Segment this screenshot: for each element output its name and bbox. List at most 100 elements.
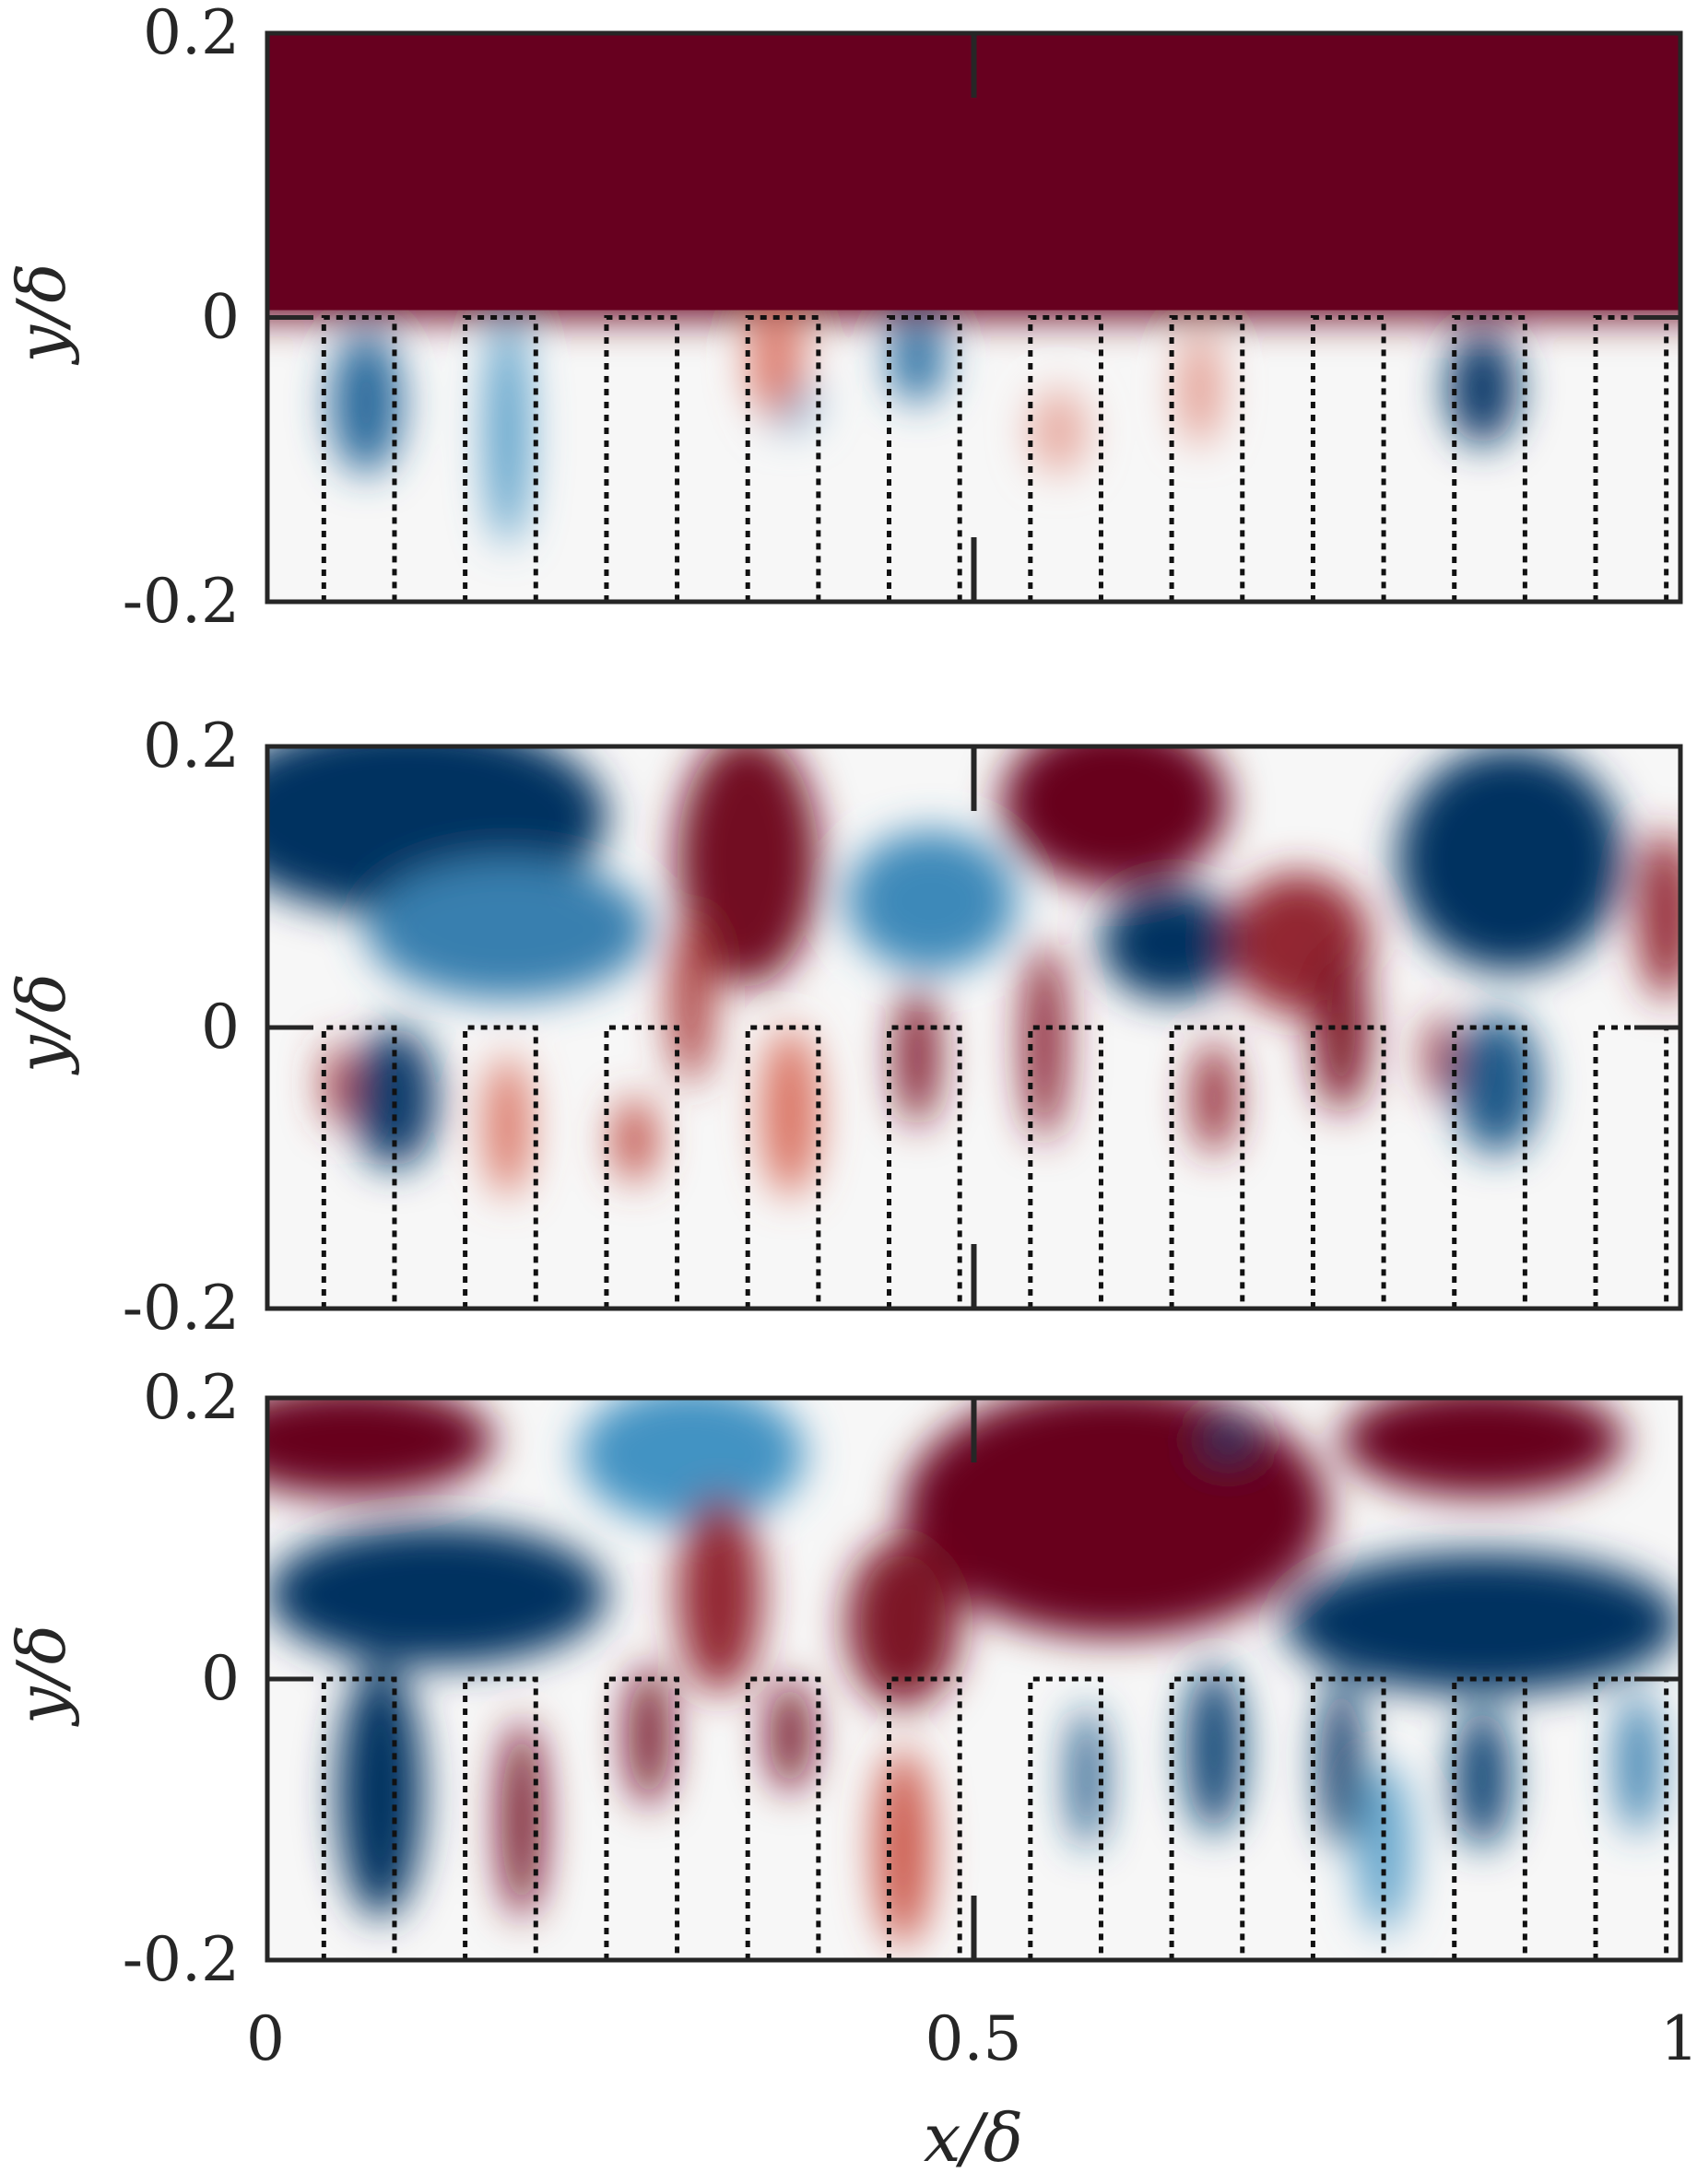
- groove-outline: [1593, 1676, 1669, 1960]
- panels-layer: 0.2 0 -0.2 y/δ 0.2 0 -0.2 y/δ 0.2 0 -0.2 y/δ: [3, 0, 1683, 1995]
- x-tick-label-0: 0: [246, 2003, 285, 2074]
- field-feature: [875, 1749, 932, 1946]
- field-blobs: [267, 1398, 1680, 1946]
- field-feature: [627, 1664, 670, 1806]
- field-feature: [1101, 887, 1243, 1000]
- field-feature: [1320, 1679, 1363, 1848]
- field-feature: [1397, 746, 1624, 971]
- field-feature: [1454, 1013, 1539, 1155]
- field-feature: [1341, 1398, 1624, 1497]
- field-blobs: [267, 746, 1680, 1196]
- field-feature: [1193, 1041, 1236, 1155]
- field-feature: [1454, 1707, 1512, 1848]
- field-feature: [1030, 388, 1088, 475]
- field-feature: [896, 985, 939, 1126]
- groove-outline: [463, 1025, 538, 1309]
- field-feature: [486, 317, 529, 546]
- groove-outline: [604, 315, 680, 602]
- groove-outline: [604, 1676, 680, 1960]
- groove-outline: [1452, 1025, 1527, 1309]
- groove-outline: [1593, 1025, 1669, 1309]
- groove-outline: [1452, 315, 1527, 602]
- field-feature: [486, 1055, 529, 1196]
- field-feature: [337, 1664, 423, 1919]
- field-feature: [769, 1679, 812, 1791]
- field-feature: [500, 1720, 543, 1919]
- field-feature: [1023, 943, 1067, 1140]
- field-feature: [1617, 1693, 1660, 1834]
- groove-outline: [1028, 315, 1103, 602]
- field-feature: [1178, 331, 1221, 446]
- x-axis-label: x/δ: [924, 2099, 1023, 2177]
- groove-outline: [1310, 1025, 1386, 1309]
- y-tick-label: -0.2: [123, 1924, 240, 1995]
- groove-outline: [321, 1025, 397, 1309]
- field-feature: [748, 303, 805, 417]
- field-feature: [1447, 331, 1518, 446]
- x-tick-label-0.5: 0.5: [925, 2003, 1022, 2074]
- groove-outline: [463, 1676, 538, 1960]
- groove-outline: [1028, 1676, 1103, 1960]
- field-feature: [1284, 1552, 1680, 1694]
- y-tick-label: 0.2: [143, 1362, 240, 1433]
- field-feature: [330, 331, 402, 475]
- y-tick-label: 0.2: [143, 710, 240, 781]
- field-feature: [613, 1098, 656, 1182]
- groove-outline: [321, 315, 397, 602]
- field-feature: [677, 1496, 762, 1694]
- groove-outline: [887, 1025, 962, 1309]
- field-feature: [761, 1027, 819, 1196]
- field-feature: [267, 1524, 607, 1665]
- groove-outline: [1310, 315, 1386, 602]
- panel-bottom: 0.2 0 -0.2 y/δ: [3, 1362, 1683, 1995]
- y-tick-label: -0.2: [123, 1273, 240, 1344]
- y-tick-label: 0.2: [143, 0, 240, 68]
- x-tick-label-1: 1: [1660, 2003, 1697, 2074]
- field-feature: [1199, 1418, 1257, 1462]
- groove-outline: [745, 315, 821, 602]
- field-layer: [267, 33, 1680, 546]
- groove-outline: [321, 1676, 397, 1960]
- field-layer: [267, 746, 1680, 1196]
- field-feature: [846, 1538, 960, 1708]
- groove-outline: [1452, 1676, 1527, 1960]
- field-feature: [1638, 830, 1680, 1000]
- groove-outline: [1593, 315, 1669, 602]
- groove-outline: [887, 1676, 962, 1960]
- field-feature: [1313, 943, 1370, 1112]
- groove-outline: [1169, 315, 1245, 602]
- field-feature: [889, 317, 946, 404]
- field-feature: [902, 1398, 1327, 1638]
- field-feature: [366, 859, 649, 1000]
- y-tick-label: -0.2: [123, 566, 240, 637]
- y-tick-label: 0: [201, 1643, 240, 1714]
- field-feature: [324, 1041, 352, 1126]
- field-feature: [267, 1398, 494, 1497]
- panel-top: 0.2 0 -0.2 y/δ: [3, 0, 1683, 637]
- y-axis-label: y/δ: [3, 263, 80, 365]
- groove-outline: [745, 1676, 821, 1960]
- panel-middle: 0.2 0 -0.2 y/δ: [3, 710, 1683, 1344]
- field-feature: [1185, 1664, 1243, 1834]
- field-feature: [1069, 1707, 1104, 1848]
- y-tick-label: 0: [201, 992, 240, 1063]
- groove-outline: [1169, 1676, 1245, 1960]
- groove-outline: [1169, 1025, 1245, 1309]
- y-axis-label: y/δ: [3, 1625, 80, 1727]
- field-feature: [1426, 1013, 1455, 1098]
- groove-outline: [887, 315, 962, 602]
- field-feature: [351, 1027, 437, 1168]
- field-layer: [267, 1398, 1680, 1946]
- groove-outline: [745, 1025, 821, 1309]
- field-feature: [578, 1398, 805, 1525]
- y-tick-label: 0: [201, 282, 240, 353]
- field-feature: [1002, 746, 1229, 887]
- field-feature: [677, 746, 819, 986]
- groove-outline: [604, 1025, 680, 1309]
- field-feature: [669, 915, 713, 1084]
- y-axis-label: y/δ: [3, 973, 80, 1075]
- groove-outline: [1028, 1025, 1103, 1309]
- groove-outline: [1310, 1676, 1386, 1960]
- groove-outline: [463, 315, 538, 602]
